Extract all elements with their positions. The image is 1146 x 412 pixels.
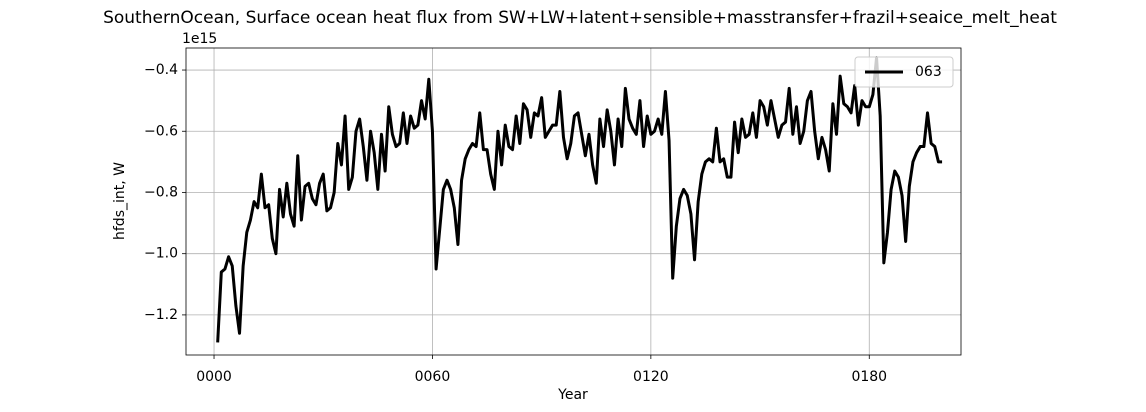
x-axis-label: Year [557, 387, 588, 403]
y-offset-label: 1e15 [182, 31, 217, 47]
plot-frame [185, 47, 962, 356]
x-tick-label: 0120 [633, 369, 669, 385]
y-tick-label: −0.4 [144, 62, 178, 78]
x-tick-label: 0180 [851, 369, 887, 385]
x-tick-label: 0060 [415, 369, 451, 385]
chart-title: SouthernOcean, Surface ocean heat flux f… [103, 8, 1057, 28]
data-line [216, 56, 943, 343]
legend-box [854, 56, 954, 88]
legend-label: 063 [915, 64, 942, 80]
y-tick-label: −0.8 [144, 184, 178, 200]
y-axis-label: hfds_int, W [112, 162, 128, 240]
y-tick-label: −0.6 [144, 123, 178, 139]
y-tick-label: −1.2 [144, 307, 178, 323]
y-tick-label: −1.0 [144, 246, 178, 262]
x-tick-label: 0000 [196, 369, 232, 385]
